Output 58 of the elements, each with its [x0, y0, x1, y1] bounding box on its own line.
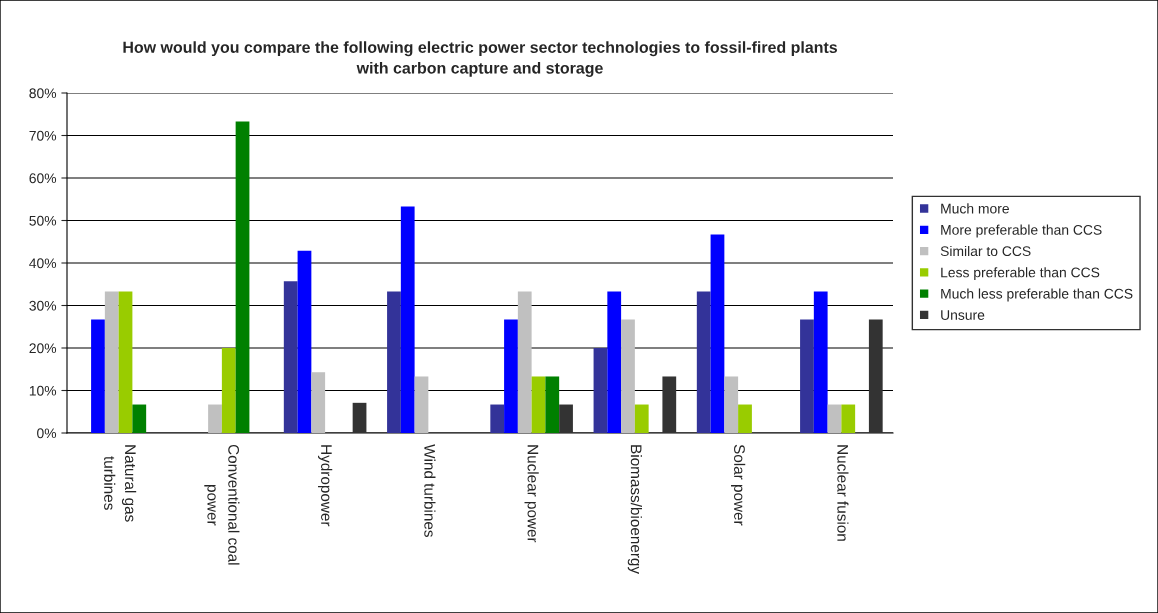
- y-tick-label: 30%: [29, 300, 57, 311]
- bar: [545, 376, 560, 433]
- x-tick-label: Nuclear power: [524, 445, 539, 543]
- x-tick-label: Biomass/bioenergy: [627, 445, 642, 575]
- bar: [696, 291, 711, 433]
- bar: [490, 404, 505, 433]
- x-tick-label: Conventional coal power: [204, 444, 240, 565]
- bar: [827, 404, 842, 433]
- legend-label: Similar to CCS: [940, 245, 1031, 257]
- bar: [400, 206, 415, 433]
- bar: [593, 348, 608, 433]
- y-tick-label: 10%: [29, 385, 57, 396]
- bar: [517, 291, 532, 433]
- legend-label: Much more: [941, 203, 1009, 214]
- bar: [662, 376, 677, 433]
- bar: [868, 319, 883, 433]
- y-tick-label: 40%: [29, 258, 57, 269]
- bar: [800, 319, 814, 433]
- x-tick-label: Hydropower: [318, 445, 333, 527]
- bar: [352, 402, 367, 433]
- bar: [297, 250, 312, 433]
- bar: [607, 291, 622, 433]
- bar: [621, 319, 635, 433]
- legend-label: Much less preferable than CCS: [941, 288, 1133, 302]
- y-tick-label: 80%: [29, 88, 57, 99]
- bar: [504, 319, 518, 433]
- bar: [414, 376, 429, 433]
- x-tick-label: Nuclear fusion: [837, 445, 849, 541]
- bar: [841, 404, 856, 433]
- bar: [738, 404, 752, 433]
- y-tick-label: 70%: [29, 130, 57, 141]
- bar: [283, 281, 298, 433]
- bar: [91, 319, 105, 433]
- bar: [235, 121, 250, 433]
- y-tick-label: 0%: [37, 428, 57, 439]
- x-tick-label: Solar power: [731, 444, 746, 526]
- x-tick-label: Wind turbines: [424, 444, 436, 537]
- bar: [813, 291, 828, 433]
- y-tick-label: 20%: [29, 343, 57, 354]
- bar: [104, 291, 119, 433]
- bar: [208, 404, 222, 433]
- chart-title: How would you compare the following electric power sector technologies to fossil-fired plants with carbon capture and storage: [123, 41, 838, 77]
- bar: [387, 291, 401, 433]
- bar: [559, 404, 573, 433]
- bar: [710, 234, 725, 433]
- legend-label: Less preferable than CCS: [941, 267, 1100, 281]
- bar: [531, 376, 546, 433]
- y-tick-label: 50%: [29, 215, 57, 226]
- legend-label: More preferable than CCS: [941, 224, 1102, 238]
- y-tick-label: 60%: [29, 173, 57, 184]
- x-tick-label: Natural gas turbines: [104, 445, 137, 522]
- bar: [724, 376, 739, 433]
- bar: [634, 404, 649, 433]
- bar: [311, 372, 326, 433]
- bar: [221, 348, 236, 433]
- legend-label: Unsure: [941, 310, 985, 320]
- bar: [118, 291, 133, 433]
- bar: [132, 404, 147, 433]
